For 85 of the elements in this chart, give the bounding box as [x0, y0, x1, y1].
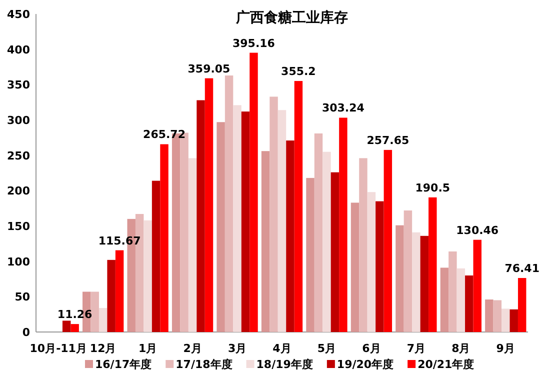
legend-label: 19/20年度 — [336, 358, 394, 371]
data-label: 115.67 — [98, 234, 141, 248]
x-tick-label: 9月 — [496, 342, 515, 355]
bar — [367, 192, 376, 332]
bar — [518, 278, 526, 332]
bar — [70, 324, 79, 332]
data-label: 76.41 — [504, 262, 540, 276]
bar — [278, 110, 286, 332]
y-tick-label: 150 — [7, 220, 30, 233]
bar — [261, 151, 270, 332]
x-tick-label: 10月-11月 — [30, 342, 87, 355]
y-tick-label: 250 — [7, 149, 30, 162]
bar — [62, 320, 71, 332]
bar — [98, 308, 108, 332]
bar — [485, 299, 494, 332]
bar — [428, 197, 437, 332]
bar — [473, 240, 482, 332]
bar — [510, 309, 518, 332]
bar — [456, 268, 466, 332]
bar — [188, 158, 197, 332]
legend-label: 16/17年度 — [95, 358, 152, 371]
bar — [90, 292, 99, 332]
bar — [465, 275, 474, 332]
legend-label: 20/21年度 — [418, 358, 474, 371]
x-tick-label: 1月 — [138, 342, 158, 355]
bar — [448, 251, 457, 332]
data-label: 257.65 — [366, 134, 410, 147]
y-tick-label: 300 — [7, 114, 30, 127]
bar — [294, 80, 303, 332]
y-tick-label: 400 — [7, 43, 30, 56]
bar — [233, 105, 242, 332]
data-label: 11.26 — [57, 308, 93, 322]
data-label: 359.05 — [188, 62, 230, 76]
x-tick-label: 4月 — [272, 342, 292, 355]
y-tick-label: 450 — [7, 8, 30, 21]
y-tick-label: 0 — [22, 326, 30, 339]
data-label: 190.5 — [415, 181, 450, 194]
bar — [196, 100, 205, 332]
y-tick-label: 100 — [7, 255, 30, 268]
data-label: 303.24 — [322, 102, 365, 115]
bar — [314, 133, 323, 332]
bar — [250, 52, 258, 332]
bar — [306, 178, 314, 332]
bar — [107, 260, 116, 332]
bar — [144, 220, 152, 332]
bar — [224, 75, 234, 332]
x-tick-label: 8月 — [452, 342, 470, 355]
bar — [440, 268, 449, 332]
bar — [160, 144, 168, 332]
bar — [396, 225, 404, 332]
bar — [115, 250, 124, 332]
x-tick-label: 7月 — [406, 342, 426, 355]
bar — [404, 210, 412, 332]
legend-label: 18/19年度 — [256, 358, 313, 371]
x-tick-label: 3月 — [228, 342, 247, 355]
bar — [152, 180, 160, 332]
y-tick-label: 350 — [7, 78, 30, 92]
bar — [204, 78, 214, 332]
bar — [339, 118, 348, 332]
bar — [420, 236, 429, 332]
data-label: 395.16 — [232, 36, 276, 50]
x-tick-label: 6月 — [362, 342, 381, 355]
bar — [241, 112, 250, 332]
data-label: 265.72 — [143, 128, 186, 142]
x-tick-label: 12月 — [90, 342, 116, 355]
bar — [350, 202, 360, 332]
bar — [270, 96, 278, 332]
bar — [384, 150, 392, 332]
bar — [493, 300, 502, 332]
bar — [359, 158, 368, 332]
bar — [502, 308, 510, 332]
x-tick-label: 2月 — [183, 342, 202, 355]
bar — [216, 122, 225, 332]
bar — [330, 172, 340, 332]
bar — [322, 152, 331, 332]
chart-title: 广西食糖工业库存 — [235, 9, 348, 26]
legend-label: 17/18年度 — [176, 358, 232, 371]
y-tick-label: 50 — [14, 290, 30, 304]
data-label: 355.2 — [281, 64, 316, 78]
y-tick-label: 200 — [7, 184, 30, 198]
bar — [286, 140, 294, 332]
bar — [412, 232, 420, 332]
bar — [376, 201, 384, 332]
data-label: 130.46 — [456, 224, 499, 237]
x-tick-label: 5月 — [317, 342, 336, 355]
